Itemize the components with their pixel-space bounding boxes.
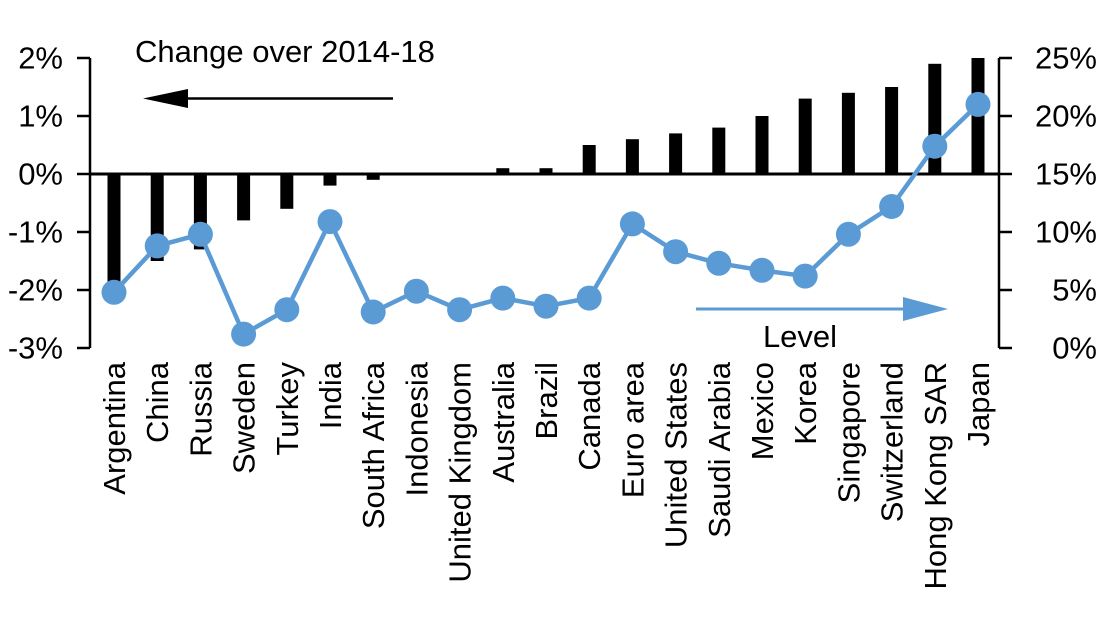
category-label-sweden: Sweden: [227, 362, 262, 474]
category-label-russia: Russia: [183, 361, 218, 457]
bar-saudi-arabia: [712, 127, 726, 174]
point-argentina: [101, 279, 127, 305]
right-axis-tick-label: 0%: [1052, 331, 1097, 366]
point-hong-kong-sar: [922, 133, 948, 159]
category-label-china: China: [140, 361, 175, 443]
bar-series-annotation-label: Change over 2014-18: [135, 34, 435, 69]
bar-australia: [496, 168, 510, 174]
category-label-brazil: Brazil: [529, 362, 564, 440]
point-korea: [792, 263, 818, 289]
point-australia: [490, 285, 516, 311]
point-switzerland: [879, 194, 905, 219]
category-label-australia: Australia: [486, 361, 521, 482]
bar-india: [323, 174, 337, 186]
category-label-korea: Korea: [788, 361, 823, 444]
category-label-singapore: Singapore: [831, 362, 866, 503]
category-label-switzerland: Switzerland: [875, 362, 910, 522]
point-saudi-arabia: [706, 250, 732, 276]
point-south-africa: [360, 299, 386, 325]
line-series-annotation-label: Level: [763, 319, 837, 354]
bar-series: [107, 58, 985, 285]
category-label-united-kingdom: United Kingdom: [443, 362, 478, 583]
right-axis-tick-label: 25%: [1035, 41, 1097, 76]
category-label-hong-kong-sar: Hong Kong SAR: [918, 362, 953, 589]
point-japan: [965, 91, 991, 117]
point-indonesia: [403, 278, 429, 304]
bar-brazil: [539, 168, 553, 174]
point-sweden: [231, 321, 257, 347]
bar-united-states: [669, 133, 683, 174]
category-label-india: India: [313, 361, 348, 429]
point-singapore: [835, 221, 861, 247]
category-label-turkey: Turkey: [270, 362, 305, 456]
left-arrow-icon: [143, 89, 393, 108]
right-axis-tick-label: 5%: [1052, 273, 1097, 308]
bar-korea: [798, 98, 812, 174]
right-arrow-icon: [696, 297, 948, 321]
left-axis-tick-label: -1%: [8, 215, 63, 250]
right-axis-tick-label: 15%: [1035, 157, 1097, 192]
category-label-indonesia: Indonesia: [399, 361, 434, 496]
left-axis-tick-label: 1%: [18, 99, 63, 134]
bar-canada: [582, 145, 596, 174]
left-axis-tick-label: 0%: [18, 157, 63, 192]
bar-switzerland: [885, 87, 899, 174]
left-axis-tick-label: -3%: [8, 331, 63, 366]
point-china: [144, 233, 170, 259]
point-brazil: [533, 293, 559, 319]
line-series-annotation: Level: [696, 297, 948, 354]
point-india: [317, 209, 343, 235]
bar-argentina: [107, 174, 121, 285]
bar-south-africa: [366, 174, 380, 180]
category-label-mexico: Mexico: [745, 362, 780, 460]
right-axis-tick-label: 20%: [1035, 99, 1097, 134]
line-series: [101, 91, 991, 347]
left-axis-tick-label: 2%: [18, 41, 63, 76]
bar-singapore: [841, 92, 855, 174]
category-label-saudi-arabia: Saudi Arabia: [702, 361, 737, 538]
bar-euro-area: [625, 139, 639, 174]
point-euro-area: [619, 211, 645, 237]
bar-sweden: [237, 174, 251, 221]
point-turkey: [274, 297, 300, 323]
bar-turkey: [280, 174, 294, 209]
category-label-canada: Canada: [572, 361, 607, 470]
point-canada: [576, 285, 602, 311]
point-united-states: [663, 239, 689, 265]
category-label-united-states: United States: [659, 362, 694, 548]
point-united-kingdom: [447, 297, 473, 323]
right-axis-tick-label: 10%: [1035, 215, 1097, 250]
category-label-south-africa: South Africa: [356, 361, 391, 529]
axes: 2% 1% 0% -1% -2% -3% 25% 20% 15% 10% 5% 0%: [8, 41, 1097, 366]
category-label-argentina: Argentina: [97, 361, 132, 494]
point-russia: [187, 221, 213, 247]
category-label-euro-area: Euro area: [615, 361, 650, 498]
bar-mexico: [755, 116, 769, 174]
category-labels: Argentina China Russia Sweden Turkey India Sou…: [97, 361, 996, 589]
left-axis-tick-label: -2%: [8, 273, 63, 308]
bar-series-annotation: Change over 2014-18: [135, 34, 435, 108]
point-mexico: [749, 257, 775, 283]
category-label-japan: Japan: [961, 362, 996, 446]
